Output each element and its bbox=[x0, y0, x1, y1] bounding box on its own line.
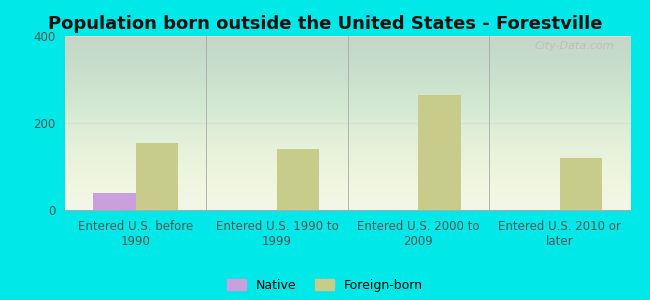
Legend: Native, Foreign-born: Native, Foreign-born bbox=[222, 274, 428, 297]
Bar bbox=[136, 142, 178, 210]
Text: Population born outside the United States - Forestville: Population born outside the United State… bbox=[47, 15, 603, 33]
Bar bbox=[94, 193, 136, 210]
Bar bbox=[419, 95, 461, 210]
Bar bbox=[560, 158, 602, 210]
Text: City-Data.com: City-Data.com bbox=[534, 41, 614, 51]
Bar bbox=[277, 149, 319, 210]
